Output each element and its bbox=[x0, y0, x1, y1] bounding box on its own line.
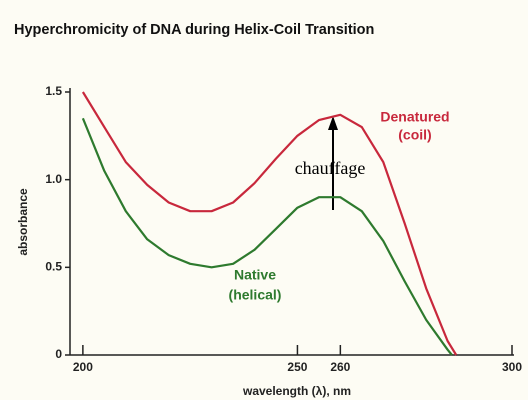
series-sublabel: (helical) bbox=[229, 287, 282, 303]
series-label: Denatured bbox=[380, 109, 449, 125]
y-tick-label: 1.5 bbox=[45, 84, 62, 98]
x-tick-label: 260 bbox=[330, 360, 350, 374]
line-series bbox=[81, 91, 458, 356]
y-tick-label: 0 bbox=[55, 347, 62, 361]
arrow-head bbox=[328, 116, 338, 130]
annotation: chauffage bbox=[295, 158, 366, 178]
series-sublabel: (coil) bbox=[398, 127, 431, 143]
y-tick-label: 1.0 bbox=[45, 172, 62, 186]
x-tick-label: 200 bbox=[73, 360, 93, 374]
y-tick-label: 0.5 bbox=[45, 260, 62, 274]
series-label: Native bbox=[234, 267, 276, 283]
chart-title: Hyperchromicity of DNA during Helix-Coil… bbox=[14, 22, 374, 38]
y-axis-label: absorbance bbox=[16, 188, 30, 256]
x-tick-label: 300 bbox=[502, 360, 522, 374]
x-axis-label: wavelength (λ), nm bbox=[242, 384, 351, 398]
x-tick-label: 250 bbox=[287, 360, 307, 374]
line-series bbox=[81, 117, 453, 356]
